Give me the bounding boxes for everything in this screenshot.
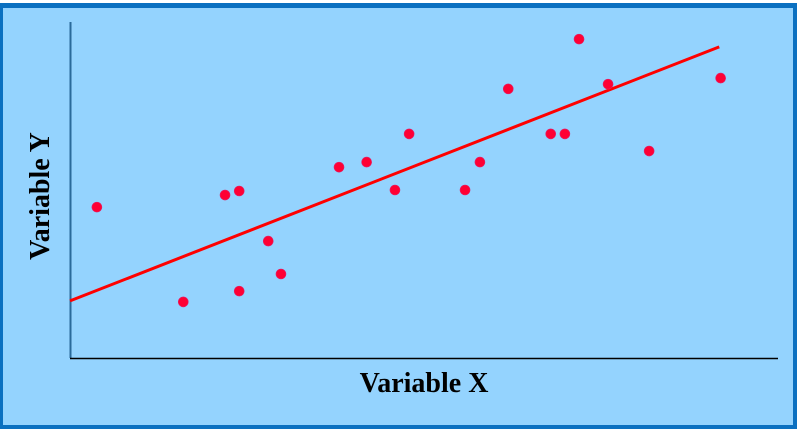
regression-line (69, 45, 720, 303)
data-point (275, 268, 287, 280)
data-point (474, 156, 486, 168)
data-point (403, 128, 415, 140)
data-point (502, 83, 514, 95)
data-point (262, 235, 274, 247)
data-point (177, 296, 189, 308)
data-point (233, 285, 245, 297)
data-point (91, 201, 103, 213)
data-point (545, 128, 557, 140)
data-point (573, 33, 585, 45)
data-point (602, 78, 614, 90)
data-point (715, 72, 726, 84)
data-point (459, 184, 471, 196)
data-point (643, 145, 655, 157)
regression-line-layer (69, 45, 720, 303)
data-point (333, 161, 345, 173)
data-point (559, 128, 571, 140)
y-axis-label: Variable Y (25, 132, 56, 260)
data-points-layer (91, 33, 726, 308)
x-axis-label: Variable X (359, 368, 489, 399)
data-point (233, 185, 245, 197)
data-point (361, 156, 372, 168)
data-point (389, 184, 401, 196)
data-point (219, 189, 231, 201)
